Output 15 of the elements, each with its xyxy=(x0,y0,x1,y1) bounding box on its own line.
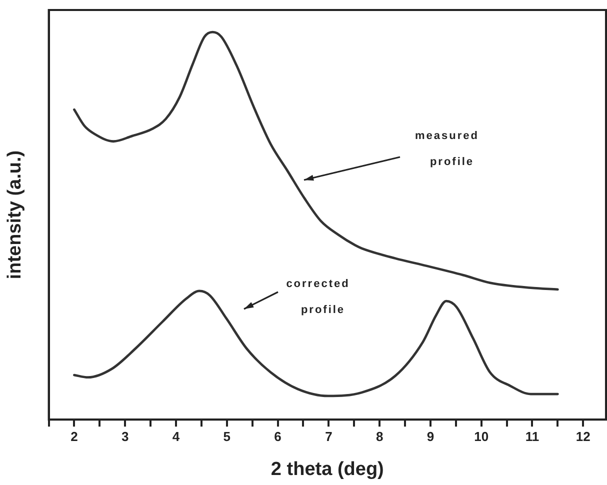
x-tick-label: 9 xyxy=(426,428,434,444)
x-tick-label: 8 xyxy=(376,428,384,444)
x-tick-label: 7 xyxy=(325,428,332,444)
text: corrected profile xyxy=(286,278,350,316)
x-tick-label: 3 xyxy=(122,428,129,444)
text: measured profile xyxy=(415,130,479,168)
y-axis-title: intensity (a.u.) xyxy=(4,150,26,280)
x-tick-label: 10 xyxy=(474,428,489,444)
x-tick-label: 5 xyxy=(223,428,231,444)
x-tick-label: 4 xyxy=(172,428,180,444)
x-tick-label: 2 xyxy=(70,428,78,444)
x-tick-label: 6 xyxy=(274,428,282,444)
x-tick-label: 12 xyxy=(576,428,590,444)
x-tick-label: 11 xyxy=(525,428,540,444)
x-axis-title: 2 theta (deg) xyxy=(270,458,384,480)
